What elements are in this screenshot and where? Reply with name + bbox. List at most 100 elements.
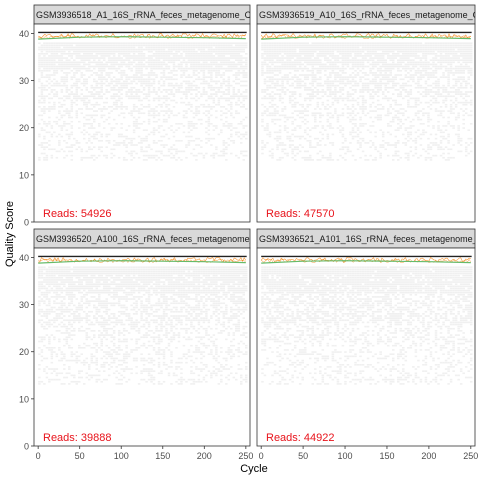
heatmap-cell <box>374 110 377 112</box>
heatmap-cell <box>208 125 210 127</box>
heatmap-cell <box>140 61 142 63</box>
heatmap-cell <box>175 53 177 55</box>
heatmap-cell <box>128 42 130 44</box>
heatmap-cell <box>455 104 458 106</box>
heatmap-cell <box>148 55 150 57</box>
heatmap-cell <box>213 49 215 51</box>
heatmap-cell <box>98 64 100 66</box>
heatmap-cell <box>48 144 50 146</box>
heatmap-cell <box>442 157 445 159</box>
heatmap-cell <box>379 89 382 91</box>
heatmap-cell <box>225 377 227 379</box>
heatmap-cell <box>113 49 115 51</box>
heatmap-cell <box>352 47 355 49</box>
heatmap-cell <box>153 61 155 63</box>
heatmap-cell <box>261 68 264 70</box>
heatmap-cell <box>115 78 117 80</box>
heatmap-cell <box>296 47 299 49</box>
heatmap-cell <box>160 98 162 100</box>
heatmap-cell <box>38 157 40 159</box>
heatmap-cell <box>180 66 182 68</box>
heatmap-cell <box>337 51 340 53</box>
heatmap-cell <box>163 81 165 83</box>
heatmap-cell <box>215 83 217 85</box>
heatmap-cell <box>271 55 274 57</box>
heatmap-cell <box>170 146 172 148</box>
heatmap-cell <box>324 74 327 76</box>
heatmap-cell <box>125 55 127 57</box>
heatmap-cell <box>276 57 279 59</box>
heatmap-cell <box>61 115 63 117</box>
heatmap-cell <box>269 45 272 47</box>
heatmap-cell <box>410 55 413 57</box>
heatmap-cell <box>225 121 227 123</box>
heatmap-cell <box>228 93 230 95</box>
heatmap-cell <box>379 53 382 55</box>
heatmap-cell <box>415 61 418 63</box>
heatmap-cell <box>66 57 68 59</box>
heatmap-cell <box>274 119 277 121</box>
heatmap-cell <box>225 51 227 53</box>
heatmap-cell <box>118 134 120 136</box>
heatmap-cell <box>312 59 315 61</box>
heatmap-cell <box>63 100 65 102</box>
heatmap-cell <box>372 89 375 91</box>
heatmap-cell <box>163 57 165 59</box>
heatmap-cell <box>148 119 150 121</box>
heatmap-cell <box>276 106 279 108</box>
heatmap-cell <box>138 64 140 66</box>
heatmap-cell <box>299 49 302 51</box>
heatmap-cell <box>58 61 60 63</box>
heatmap-cell <box>430 91 433 93</box>
heatmap-cell <box>261 148 264 150</box>
heatmap-cell <box>392 64 395 66</box>
heatmap-cell <box>261 49 264 51</box>
heatmap-cell <box>317 83 320 85</box>
heatmap-cell <box>415 131 418 133</box>
heatmap-cell <box>210 68 212 70</box>
heatmap-cell <box>402 98 405 100</box>
heatmap-cell <box>205 110 207 112</box>
heatmap-cell <box>405 144 408 146</box>
heatmap-cell <box>397 112 400 114</box>
heatmap-cell <box>359 144 362 146</box>
heatmap-cell <box>100 108 102 110</box>
heatmap-cell <box>427 144 430 146</box>
heatmap-cell <box>98 148 100 150</box>
heatmap-cell <box>135 127 137 129</box>
heatmap-cell <box>334 85 337 87</box>
heatmap-cell <box>291 148 294 150</box>
heatmap-cell <box>46 59 48 61</box>
heatmap-cell <box>133 87 135 89</box>
heatmap-cell <box>108 66 110 68</box>
heatmap-cell <box>372 53 375 55</box>
heatmap-cell <box>110 72 112 74</box>
heatmap-cell <box>58 379 60 381</box>
heatmap-cell <box>312 159 315 161</box>
heatmap-cell <box>213 125 215 127</box>
heatmap-cell <box>324 66 327 68</box>
heatmap-cell <box>344 51 347 53</box>
heatmap-cell <box>337 98 340 100</box>
heatmap-cell <box>83 98 85 100</box>
heatmap-cell <box>440 136 443 138</box>
heatmap-cell <box>442 125 445 127</box>
heatmap-cell <box>41 49 43 51</box>
heatmap-cell <box>427 64 430 66</box>
heatmap-cell <box>110 59 112 61</box>
heatmap-cell <box>115 100 117 102</box>
heatmap-cell <box>58 42 60 44</box>
heatmap-cell <box>230 53 232 55</box>
heatmap-cell <box>364 108 367 110</box>
heatmap-cell <box>215 76 217 78</box>
heatmap-cell <box>233 377 235 379</box>
heatmap-cell <box>173 64 175 66</box>
heatmap-cell <box>470 100 473 102</box>
heatmap-cell <box>185 66 187 68</box>
heatmap-cell <box>135 49 137 51</box>
heatmap-cell <box>235 95 237 97</box>
heatmap-cell <box>261 89 264 91</box>
heatmap-cell <box>153 78 155 80</box>
heatmap-cell <box>261 74 264 76</box>
heatmap-cell <box>148 123 150 125</box>
